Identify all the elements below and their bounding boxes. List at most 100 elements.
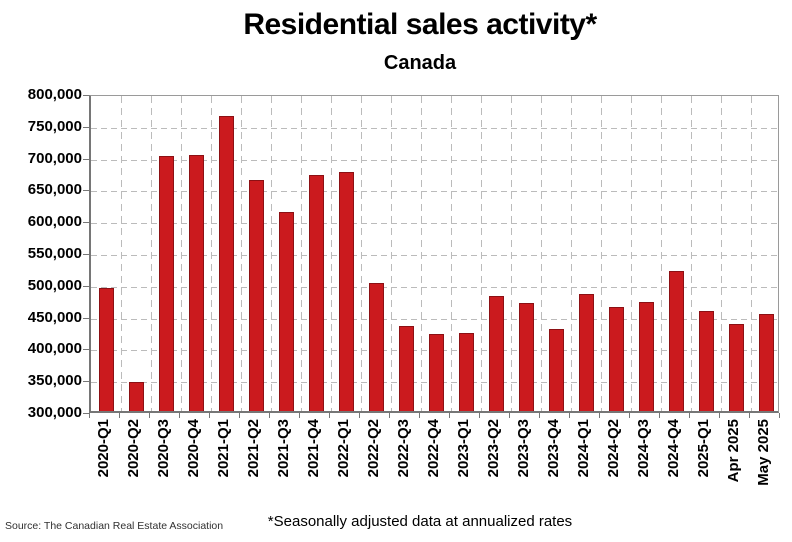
bar-2024-Q1 bbox=[578, 294, 594, 411]
v-gridline bbox=[481, 96, 482, 411]
v-gridline bbox=[601, 96, 602, 411]
v-gridline bbox=[511, 96, 512, 411]
v-gridline bbox=[301, 96, 302, 411]
x-axis-label: 2025-Q1 bbox=[695, 419, 712, 478]
bar-2022-Q3 bbox=[398, 326, 414, 411]
y-axis-label: 400,000 bbox=[27, 340, 82, 358]
x-tick bbox=[89, 413, 90, 418]
v-gridline bbox=[571, 96, 572, 411]
x-tick bbox=[269, 413, 270, 418]
bar-2022-Q1 bbox=[338, 172, 354, 411]
y-tick bbox=[83, 158, 89, 160]
bar-2021-Q3 bbox=[278, 212, 294, 411]
y-axis-label: 550,000 bbox=[27, 245, 82, 262]
v-gridline bbox=[241, 96, 242, 411]
x-tick bbox=[569, 413, 570, 418]
v-gridline bbox=[331, 96, 332, 411]
bar-May-2025 bbox=[758, 314, 774, 411]
x-axis-label: 2024-Q1 bbox=[575, 419, 592, 478]
x-axis-label: 2024-Q3 bbox=[635, 419, 652, 478]
y-tick bbox=[83, 349, 89, 351]
x-tick bbox=[599, 413, 600, 418]
bar-2024-Q2 bbox=[608, 307, 624, 411]
x-tick bbox=[779, 413, 780, 418]
bar-2023-Q4 bbox=[548, 329, 564, 411]
v-gridline bbox=[691, 96, 692, 411]
v-gridline bbox=[451, 96, 452, 411]
bar-2024-Q4 bbox=[668, 271, 684, 411]
bar-2023-Q1 bbox=[458, 333, 474, 411]
x-tick bbox=[479, 413, 480, 418]
x-tick bbox=[329, 413, 330, 418]
bar-2024-Q3 bbox=[638, 302, 654, 411]
y-axis-label: 750,000 bbox=[27, 117, 82, 135]
x-tick bbox=[179, 413, 180, 418]
x-tick bbox=[209, 413, 210, 418]
x-axis-label: 2024-Q2 bbox=[605, 419, 622, 478]
x-tick bbox=[719, 413, 720, 418]
x-tick bbox=[449, 413, 450, 418]
chart-title: Residential sales activity* bbox=[243, 8, 597, 41]
x-axis-label: 2020-Q4 bbox=[185, 419, 202, 478]
y-tick bbox=[83, 95, 89, 96]
v-gridline bbox=[541, 96, 542, 411]
x-tick bbox=[509, 413, 510, 418]
plot-area bbox=[89, 95, 779, 413]
h-gridline bbox=[91, 127, 778, 129]
x-axis-label: 2021-Q1 bbox=[215, 419, 232, 478]
y-tick bbox=[83, 413, 89, 414]
footnote: *Seasonally adjusted data at annualized … bbox=[267, 513, 573, 530]
x-axis-label: May 2025 bbox=[755, 419, 772, 486]
h-gridline bbox=[91, 286, 778, 288]
bar-2020-Q4 bbox=[188, 155, 204, 411]
v-gridline bbox=[271, 96, 272, 411]
h-gridline bbox=[91, 223, 778, 225]
h-gridline bbox=[91, 159, 778, 161]
x-tick bbox=[689, 413, 690, 418]
y-axis-label: 350,000 bbox=[27, 372, 82, 390]
y-tick bbox=[83, 381, 89, 383]
y-axis-label: 300,000 bbox=[27, 404, 82, 421]
bar-2023-Q2 bbox=[488, 296, 504, 411]
bar-2023-Q3 bbox=[518, 303, 534, 411]
bar-2020-Q1 bbox=[98, 288, 114, 411]
x-axis-label: 2023-Q2 bbox=[485, 419, 502, 478]
y-tick bbox=[83, 254, 89, 255]
source-note: Source: The Canadian Real Estate Associa… bbox=[5, 520, 224, 532]
v-gridline bbox=[751, 96, 752, 411]
v-gridline bbox=[121, 96, 122, 411]
x-axis-label: 2023-Q1 bbox=[455, 419, 472, 478]
y-tick bbox=[83, 317, 89, 319]
y-axis-label: 800,000 bbox=[27, 86, 82, 103]
x-axis-label: 2021-Q4 bbox=[305, 419, 322, 478]
bar-2022-Q2 bbox=[368, 283, 384, 411]
x-tick bbox=[659, 413, 660, 418]
v-gridline bbox=[181, 96, 182, 411]
x-axis-label: 2022-Q1 bbox=[335, 419, 352, 478]
y-axis-label: 500,000 bbox=[27, 276, 82, 294]
x-axis-label: 2020-Q2 bbox=[125, 419, 142, 478]
x-axis-label: 2021-Q2 bbox=[245, 419, 262, 478]
x-axis-label: 2024-Q4 bbox=[665, 419, 682, 478]
h-gridline bbox=[91, 191, 778, 193]
v-gridline bbox=[361, 96, 362, 411]
y-axis-label: 700,000 bbox=[27, 149, 82, 167]
x-axis-label: 2022-Q4 bbox=[425, 419, 442, 478]
y-tick bbox=[83, 190, 89, 192]
bar-2021-Q1 bbox=[218, 116, 234, 411]
bar-2020-Q3 bbox=[158, 156, 174, 411]
x-axis-label: 2023-Q4 bbox=[545, 419, 562, 478]
v-gridline bbox=[151, 96, 152, 411]
x-tick bbox=[629, 413, 630, 418]
x-tick bbox=[539, 413, 540, 418]
v-gridline bbox=[721, 96, 722, 411]
v-gridline bbox=[421, 96, 422, 411]
bar-2021-Q2 bbox=[248, 180, 264, 411]
x-tick bbox=[239, 413, 240, 418]
x-tick bbox=[749, 413, 750, 418]
x-axis-label: 2021-Q3 bbox=[275, 419, 292, 478]
bar-2022-Q4 bbox=[428, 334, 444, 411]
bar-Apr-2025 bbox=[728, 324, 744, 411]
v-gridline bbox=[631, 96, 632, 411]
